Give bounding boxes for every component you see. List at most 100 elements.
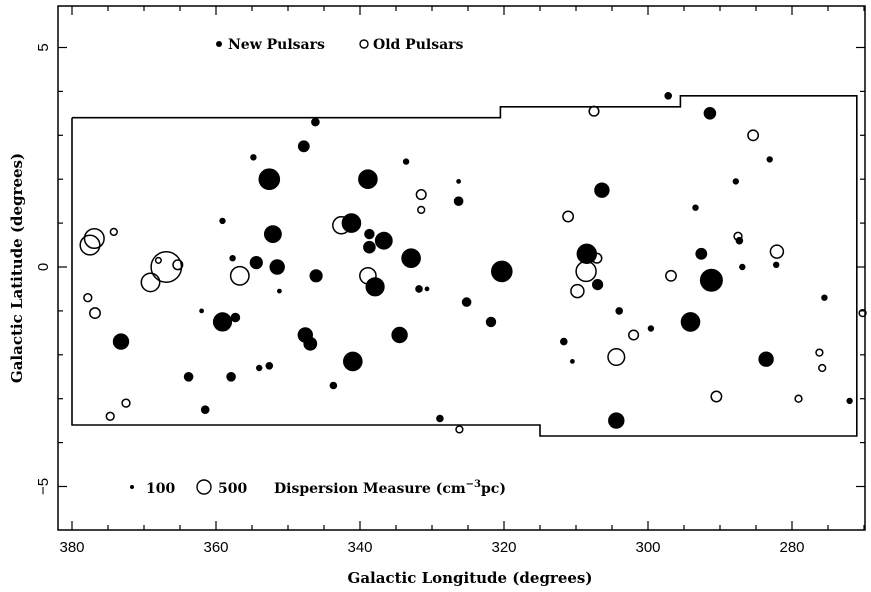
new-pulsar-point [402, 158, 410, 165]
old-pulsar-point [575, 260, 597, 283]
new-pulsar-point [766, 156, 773, 163]
new-pulsar-point [258, 168, 281, 191]
old-pulsar-point [455, 425, 464, 434]
new-pulsar-point [309, 269, 323, 283]
new-pulsar-point [219, 217, 226, 225]
old-pulsar-point [359, 266, 377, 285]
new-pulsar-point [364, 228, 375, 240]
new-pulsar-point [329, 381, 338, 390]
y-tick-label: −5 [35, 478, 52, 495]
new-pulsar-point [249, 255, 263, 270]
new-pulsar-point [570, 358, 575, 364]
new-pulsar-point [297, 140, 310, 153]
survey-boundary [71, 95, 858, 437]
axis-ticks [58, 6, 865, 530]
new-pulsar-point [183, 371, 194, 382]
x-tick-label: 320 [491, 539, 516, 556]
old-pulsar-point [665, 269, 677, 282]
new-pulsar-point [732, 178, 739, 185]
legend-old-label: Old Pulsars [373, 37, 464, 53]
new-pulsar-point [692, 204, 699, 211]
new-pulsar-point [342, 351, 363, 372]
new-pulsar-point [615, 307, 623, 315]
new-pulsar-point [276, 288, 282, 294]
x-tick-label: 340 [347, 539, 372, 556]
new-pulsar-point [461, 297, 472, 307]
new-pulsar-point [263, 225, 282, 244]
new-pulsar-point [358, 169, 378, 190]
x-tick-label: 360 [203, 539, 228, 556]
old-pulsar-point [79, 234, 101, 256]
new-pulsar-point [490, 260, 513, 283]
old-pulsar-point [794, 394, 803, 403]
x-tick-label: 300 [635, 539, 660, 556]
old-pulsar-point [89, 307, 101, 320]
old-pulsar-point [588, 105, 600, 117]
new-pulsar-point [758, 351, 774, 367]
new-pulsar-point [680, 312, 701, 332]
new-pulsar-point [363, 240, 376, 254]
old-pulsar-point [815, 348, 824, 357]
new-pulsar-point [112, 333, 130, 350]
legend-dm-large-label: 500 [218, 481, 247, 497]
new-pulsar-point [226, 371, 236, 382]
old-pulsar-point [570, 283, 585, 299]
new-pulsar-point [415, 285, 423, 293]
new-pulsar-point [229, 255, 236, 262]
old-pulsar-point [733, 231, 743, 241]
old-pulsar-point [140, 272, 161, 293]
old-pulsar-point [121, 398, 131, 408]
old-pulsar-point [172, 259, 184, 271]
new-pulsar-point [846, 397, 853, 405]
old-pulsar-point [747, 129, 760, 142]
old-pulsar-point [591, 252, 603, 264]
new-pulsar-point [559, 337, 568, 346]
new-pulsar-point [199, 308, 205, 314]
new-pulsar-point [200, 405, 210, 415]
y-tick-label: 0 [35, 263, 52, 271]
old-pulsar-point [769, 244, 785, 259]
new-pulsar-point [269, 259, 285, 275]
legend-dm-large-marker [196, 479, 212, 495]
new-pulsar-point [703, 107, 717, 120]
new-pulsar-point [608, 412, 625, 429]
new-pulsar-point [699, 268, 723, 292]
old-pulsar-point [154, 256, 162, 264]
x-tick-label: 380 [59, 539, 84, 556]
old-pulsar-point [83, 293, 93, 303]
new-pulsar-point [485, 316, 497, 328]
x-axis-title: Galactic Longitude (degrees) [348, 569, 593, 587]
legend-dm-small-marker [130, 485, 134, 489]
old-pulsar-point [109, 227, 118, 237]
old-pulsar-point [105, 411, 115, 421]
old-pulsar-point [710, 390, 723, 403]
old-pulsar-point [229, 265, 250, 286]
axis-tick-labels: 380 360 340 320 300 280 −5 0 5 [35, 43, 805, 556]
new-pulsar-point [256, 364, 263, 372]
legend-new-label: New Pulsars [228, 37, 325, 53]
old-pulsar-point [417, 205, 426, 215]
old-pulsar-point [332, 216, 351, 235]
new-pulsar-point [250, 154, 257, 161]
new-pulsar-point [695, 247, 708, 260]
new-pulsar-point [212, 312, 233, 332]
legend-old-marker [359, 39, 369, 49]
plot-frame [57, 5, 866, 531]
legend-dm-small-label: 100 [146, 481, 175, 497]
new-pulsar-point [591, 278, 604, 291]
old-pulsar-point [150, 251, 183, 283]
new-pulsar-point [311, 117, 320, 127]
pulsar-points [79, 92, 867, 434]
old-pulsar-point [628, 329, 640, 341]
new-pulsar-point [424, 286, 430, 292]
new-pulsar-point [230, 312, 241, 323]
old-pulsar-point [562, 210, 575, 223]
legend-new-marker [216, 41, 222, 47]
new-pulsar-point [436, 414, 444, 423]
new-pulsar-point [594, 182, 610, 198]
new-pulsar-point [456, 178, 462, 184]
new-pulsar-point [647, 325, 655, 332]
old-pulsar-point [607, 347, 626, 367]
legend-dm-title: Dispersion Measure (cm−3pc) [274, 479, 506, 497]
